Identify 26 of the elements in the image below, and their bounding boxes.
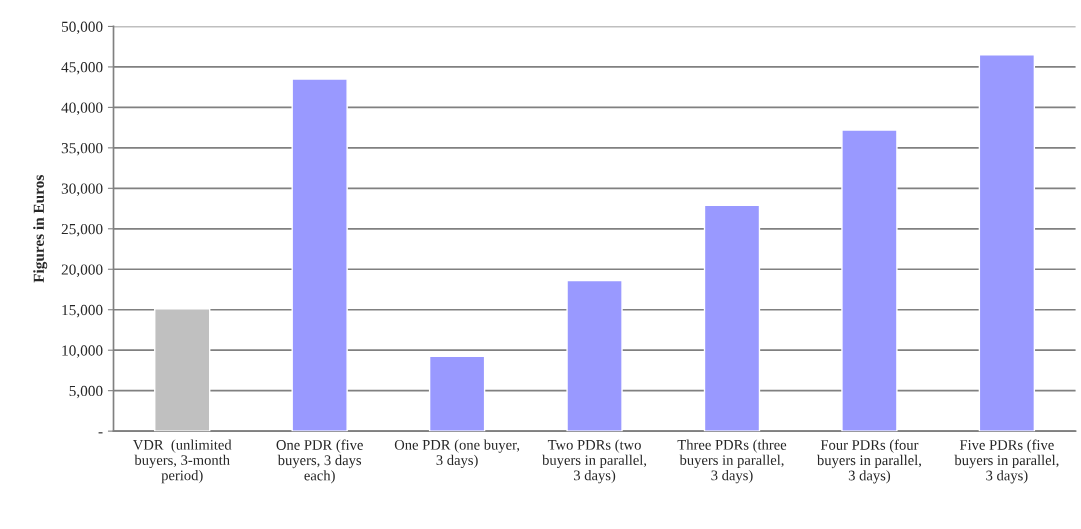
y-tick-label: 45,000 <box>61 62 103 75</box>
y-tick-label: 15,000 <box>62 304 103 318</box>
x-tick-label: Three PDRs (three buyers in parallel, 3 days) <box>677 439 787 484</box>
y-tick-label: 10,000 <box>62 345 103 358</box>
y-tick-label: - <box>98 432 103 434</box>
bar <box>566 279 623 432</box>
x-tick-label: VDR (unlimited buyers, 3-month period) <box>132 439 232 484</box>
y-tick-label: 35,000 <box>61 143 103 156</box>
x-tick-label: Two PDRs (two buyers in parallel, 3 days) <box>542 439 647 484</box>
y-tick-label: 50,000 <box>61 21 103 35</box>
bar <box>428 355 486 432</box>
bar <box>703 204 761 432</box>
bar <box>154 308 211 432</box>
bar <box>841 129 898 432</box>
y-tick-label: 20,000 <box>61 264 103 277</box>
bar <box>291 78 348 432</box>
bar <box>978 54 1036 432</box>
y-tick-label: 40,000 <box>61 102 103 116</box>
x-tick-label: One PDR (one buyer, 3 days) <box>394 439 520 469</box>
x-tick-label: Four PDRs (four buyers in parallel, 3 days) <box>816 439 921 484</box>
y-tick-label: 30,000 <box>61 183 103 196</box>
y-tick-label: 5,000 <box>69 385 103 399</box>
y-tick-label: 25,000 <box>61 223 103 237</box>
x-tick-label: One PDR (five buyers, 3 days each) <box>276 439 363 484</box>
x-tick-label: Five PDRs (five buyers in parallel, 3 days) <box>954 439 1059 484</box>
y-axis-title: Figures in Euros <box>33 175 48 283</box>
